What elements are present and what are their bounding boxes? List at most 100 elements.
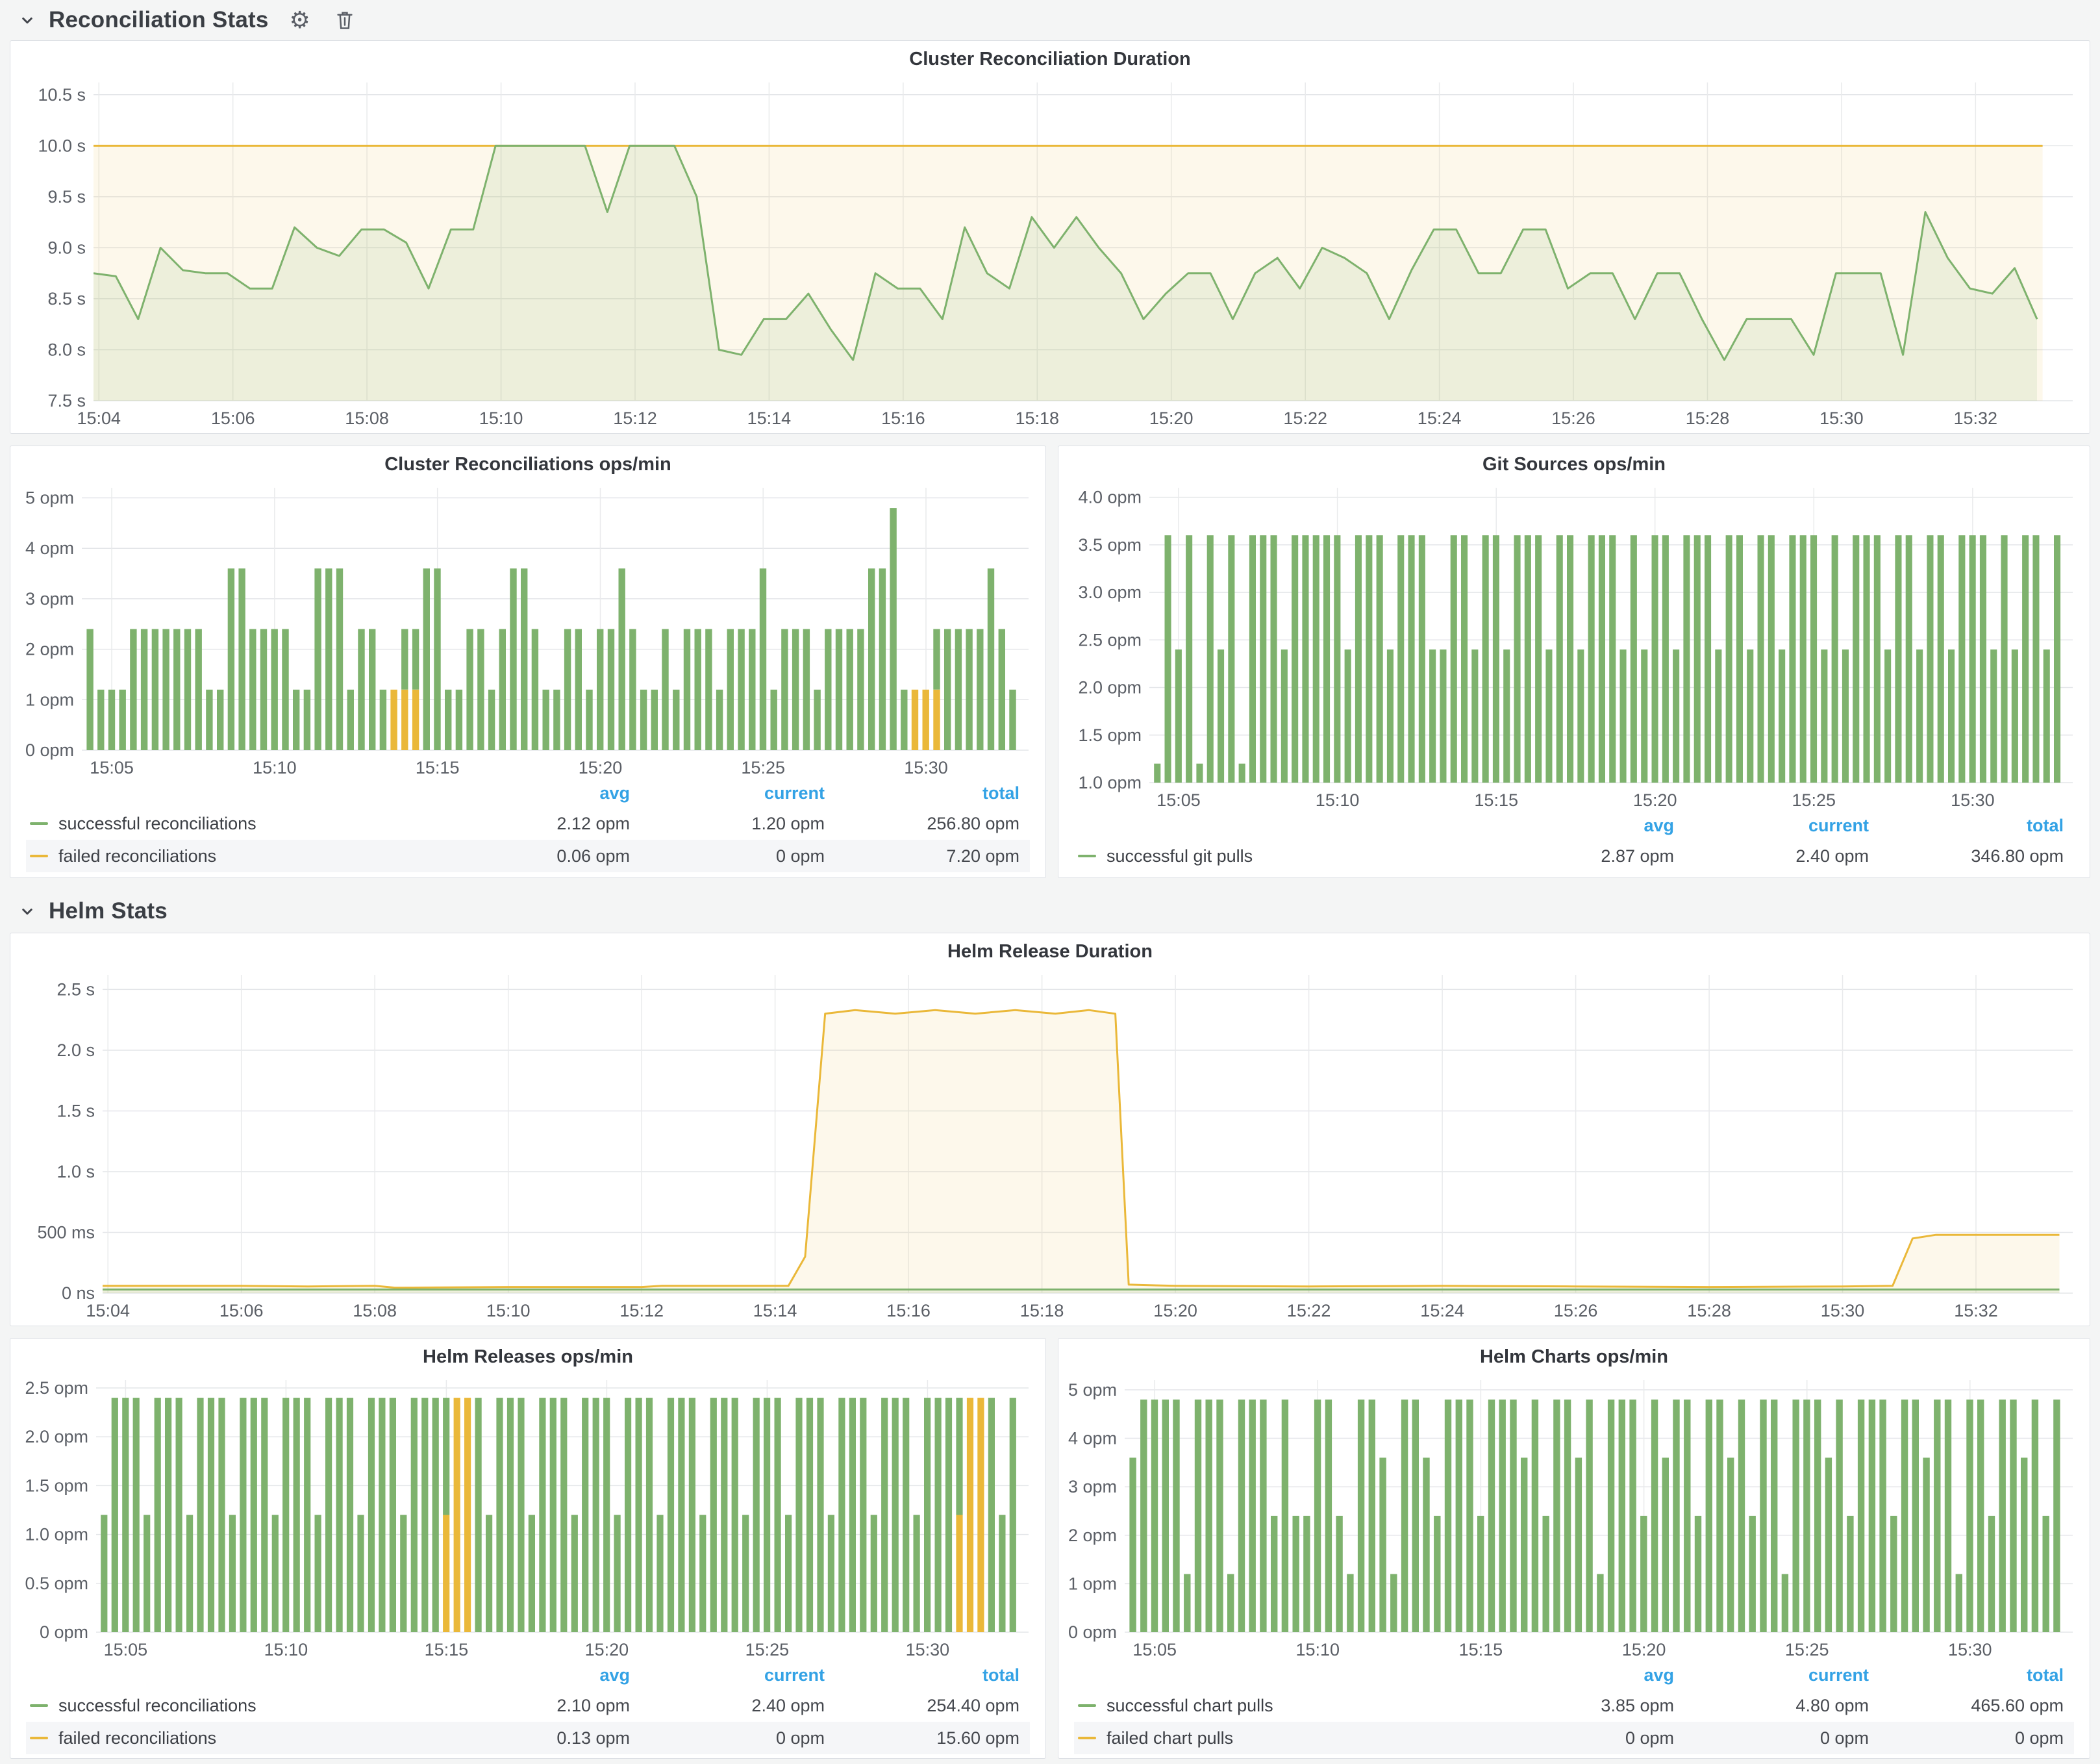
section-title[interactable]: Helm Stats — [49, 898, 168, 924]
svg-text:0 ns: 0 ns — [62, 1283, 95, 1303]
svg-text:15:16: 15:16 — [881, 409, 925, 428]
legend-header: avg current total — [26, 779, 1030, 807]
svg-text:10.5 s: 10.5 s — [38, 85, 86, 105]
gear-icon[interactable]: ⚙ — [289, 6, 310, 33]
chevron-down-icon[interactable] — [18, 901, 37, 921]
legend-stat: 0.13 opm — [556, 1728, 630, 1748]
legend-series-label[interactable]: successful chart pulls — [1106, 1695, 1273, 1715]
legend-series-label[interactable]: failed reconciliations — [58, 846, 217, 866]
svg-text:15:08: 15:08 — [345, 409, 389, 428]
legend-header-total[interactable]: total — [982, 1665, 1019, 1685]
panel-cluster-reconciliation-duration: Cluster Reconciliation Duration 7.5 s 8.0… — [10, 40, 2090, 434]
svg-text:15:10: 15:10 — [479, 409, 523, 428]
svg-text:15:12: 15:12 — [613, 409, 657, 428]
panel-cluster-reconciliations-opm: Cluster Reconciliations ops/min 0 opm 1 o… — [10, 446, 1046, 878]
svg-text:15:20: 15:20 — [1153, 1301, 1197, 1320]
svg-text:15:06: 15:06 — [211, 409, 255, 428]
legend-header-avg[interactable]: avg — [1644, 815, 1674, 835]
panel-helm-releases-opm: Helm Releases ops/min 0 opm 0.5 opm 1.0 op… — [10, 1338, 1046, 1759]
series-color-dash — [30, 822, 48, 825]
legend-header-avg[interactable]: avg — [599, 783, 630, 803]
svg-text:1.0 s: 1.0 s — [56, 1162, 95, 1181]
legend-header-total[interactable]: total — [2027, 1665, 2064, 1685]
svg-text:3 opm: 3 opm — [1068, 1477, 1117, 1496]
svg-text:2.5 opm: 2.5 opm — [25, 1378, 88, 1398]
cluster-reconciliation-duration-chart[interactable]: 7.5 s 8.0 s 8.5 s 9.0 s 9.5 s 10.0 s 10.5 s 15:… — [17, 73, 2083, 429]
svg-text:1 opm: 1 opm — [1068, 1574, 1117, 1593]
svg-text:15:30: 15:30 — [1948, 1640, 1992, 1659]
svg-text:15:30: 15:30 — [1951, 790, 1995, 810]
svg-text:15:08: 15:08 — [353, 1301, 397, 1320]
svg-text:15:32: 15:32 — [1954, 1301, 1998, 1320]
panel-title-git-sources-opm[interactable]: Git Sources ops/min — [1482, 454, 1666, 475]
svg-text:15:10: 15:10 — [264, 1640, 308, 1659]
svg-text:2.5 s: 2.5 s — [56, 979, 95, 999]
svg-text:15:30: 15:30 — [1819, 409, 1864, 428]
helm-charts-opm-chart[interactable]: 0 opm 1 opm 2 opm 3 opm 4 opm 5 opm 15:05 15:10… — [1065, 1371, 2083, 1661]
series-color-dash — [30, 1737, 48, 1739]
legend-header-current[interactable]: current — [1808, 815, 1869, 835]
legend-header-total[interactable]: total — [982, 783, 1019, 803]
svg-text:3.0 opm: 3.0 opm — [1078, 583, 1142, 602]
svg-text:15:25: 15:25 — [1792, 790, 1836, 810]
legend-header-avg[interactable]: avg — [599, 1665, 630, 1685]
panel-title-cluster-reconciliations-opm[interactable]: Cluster Reconciliations ops/min — [384, 454, 671, 475]
section-header-reconciliation-stats: Reconciliation Stats ⚙ — [10, 0, 2090, 40]
legend-row: successful reconciliations 2.10 opm 2.40 o… — [26, 1689, 1030, 1722]
section-header-helm-stats: Helm Stats — [10, 890, 2090, 933]
legend-stat: 254.40 opm — [927, 1695, 1019, 1715]
helm-releases-opm-chart[interactable]: 0 opm 0.5 opm 1.0 opm 1.5 opm 2.0 opm 2.5 opm… — [17, 1371, 1039, 1661]
panel-helm-release-duration: Helm Release Duration 0 ns 500 ms 1.0 s 1.5… — [10, 933, 2090, 1326]
row-reconciliation-bars: Cluster Reconciliations ops/min 0 opm 1 o… — [10, 446, 2090, 878]
section-title[interactable]: Reconciliation Stats — [49, 7, 269, 32]
row-cluster-duration: Cluster Reconciliation Duration 7.5 s 8.0… — [10, 40, 2090, 434]
series-color-dash — [30, 855, 48, 857]
svg-text:9.5 s: 9.5 s — [47, 187, 86, 207]
legend-stat: 0 opm — [1819, 1728, 1869, 1748]
panel-title-helm-release-duration[interactable]: Helm Release Duration — [947, 941, 1153, 962]
svg-text:1.0 opm: 1.0 opm — [1078, 773, 1142, 792]
legend-header: avg current total — [1074, 811, 2074, 840]
legend-header-current[interactable]: current — [764, 783, 825, 803]
legend-header-current[interactable]: current — [764, 1665, 825, 1685]
svg-text:15:30: 15:30 — [904, 758, 948, 777]
svg-text:1.0 opm: 1.0 opm — [25, 1525, 88, 1544]
svg-text:15:24: 15:24 — [1420, 1301, 1464, 1320]
git-sources-opm-chart[interactable]: 1.0 opm 1.5 opm 2.0 opm 2.5 opm 3.0 opm 3.5 o… — [1065, 479, 2083, 811]
panel-title-helm-charts-opm[interactable]: Helm Charts ops/min — [1479, 1346, 1669, 1367]
svg-text:15:10: 15:10 — [486, 1301, 531, 1320]
legend-series-label[interactable]: successful git pulls — [1106, 846, 1253, 866]
legend-series-label[interactable]: failed reconciliations — [58, 1728, 217, 1748]
legend-header-current[interactable]: current — [1808, 1665, 1869, 1685]
panel-title-helm-releases-opm[interactable]: Helm Releases ops/min — [423, 1346, 633, 1367]
svg-text:15:25: 15:25 — [741, 758, 785, 777]
legend-header-avg[interactable]: avg — [1644, 1665, 1674, 1685]
svg-text:500 ms: 500 ms — [37, 1223, 95, 1242]
panel-git-sources-opm: Git Sources ops/min 1.0 opm 1.5 opm 2.0 op… — [1058, 446, 2090, 878]
legend-stat: 2.10 opm — [556, 1695, 630, 1715]
svg-text:3.5 opm: 3.5 opm — [1078, 535, 1142, 555]
row-helm-duration: Helm Release Duration 0 ns 500 ms 1.0 s 1.5… — [10, 933, 2090, 1326]
legend-series-label[interactable]: failed chart pulls — [1106, 1728, 1234, 1748]
cluster-reconciliations-opm-chart[interactable]: 0 opm 1 opm 2 opm 3 opm 4 opm 5 opm 15:05 15:10… — [17, 479, 1039, 779]
svg-text:2 opm: 2 opm — [1068, 1526, 1117, 1545]
svg-text:15:05: 15:05 — [90, 758, 134, 777]
legend-stat: 0 opm — [775, 846, 825, 866]
trash-icon[interactable] — [334, 8, 356, 32]
svg-text:15:20: 15:20 — [1149, 409, 1194, 428]
legend-stat: 256.80 opm — [927, 813, 1019, 833]
panel-title-cluster-reconciliation-duration[interactable]: Cluster Reconciliation Duration — [909, 49, 1191, 69]
helm-release-duration-chart[interactable]: 0 ns 500 ms 1.0 s 1.5 s 2.0 s 2.5 s 15:04 15:06… — [17, 966, 2083, 1322]
legend-header-total[interactable]: total — [2027, 815, 2064, 835]
svg-text:2.5 opm: 2.5 opm — [1078, 630, 1142, 649]
legend-cluster-reconciliations: avg current total successful reconciliation… — [17, 779, 1039, 872]
svg-text:15:30: 15:30 — [906, 1640, 950, 1659]
row-helm-bars: Helm Releases ops/min 0 opm 0.5 opm 1.0 op… — [10, 1338, 2090, 1759]
svg-text:1.5 opm: 1.5 opm — [1078, 725, 1142, 745]
svg-text:15:06: 15:06 — [219, 1301, 264, 1320]
svg-text:15:18: 15:18 — [1020, 1301, 1064, 1320]
chevron-down-icon[interactable] — [18, 10, 37, 30]
legend-series-label[interactable]: successful reconciliations — [58, 1695, 256, 1715]
legend-series-label[interactable]: successful reconciliations — [58, 813, 256, 833]
